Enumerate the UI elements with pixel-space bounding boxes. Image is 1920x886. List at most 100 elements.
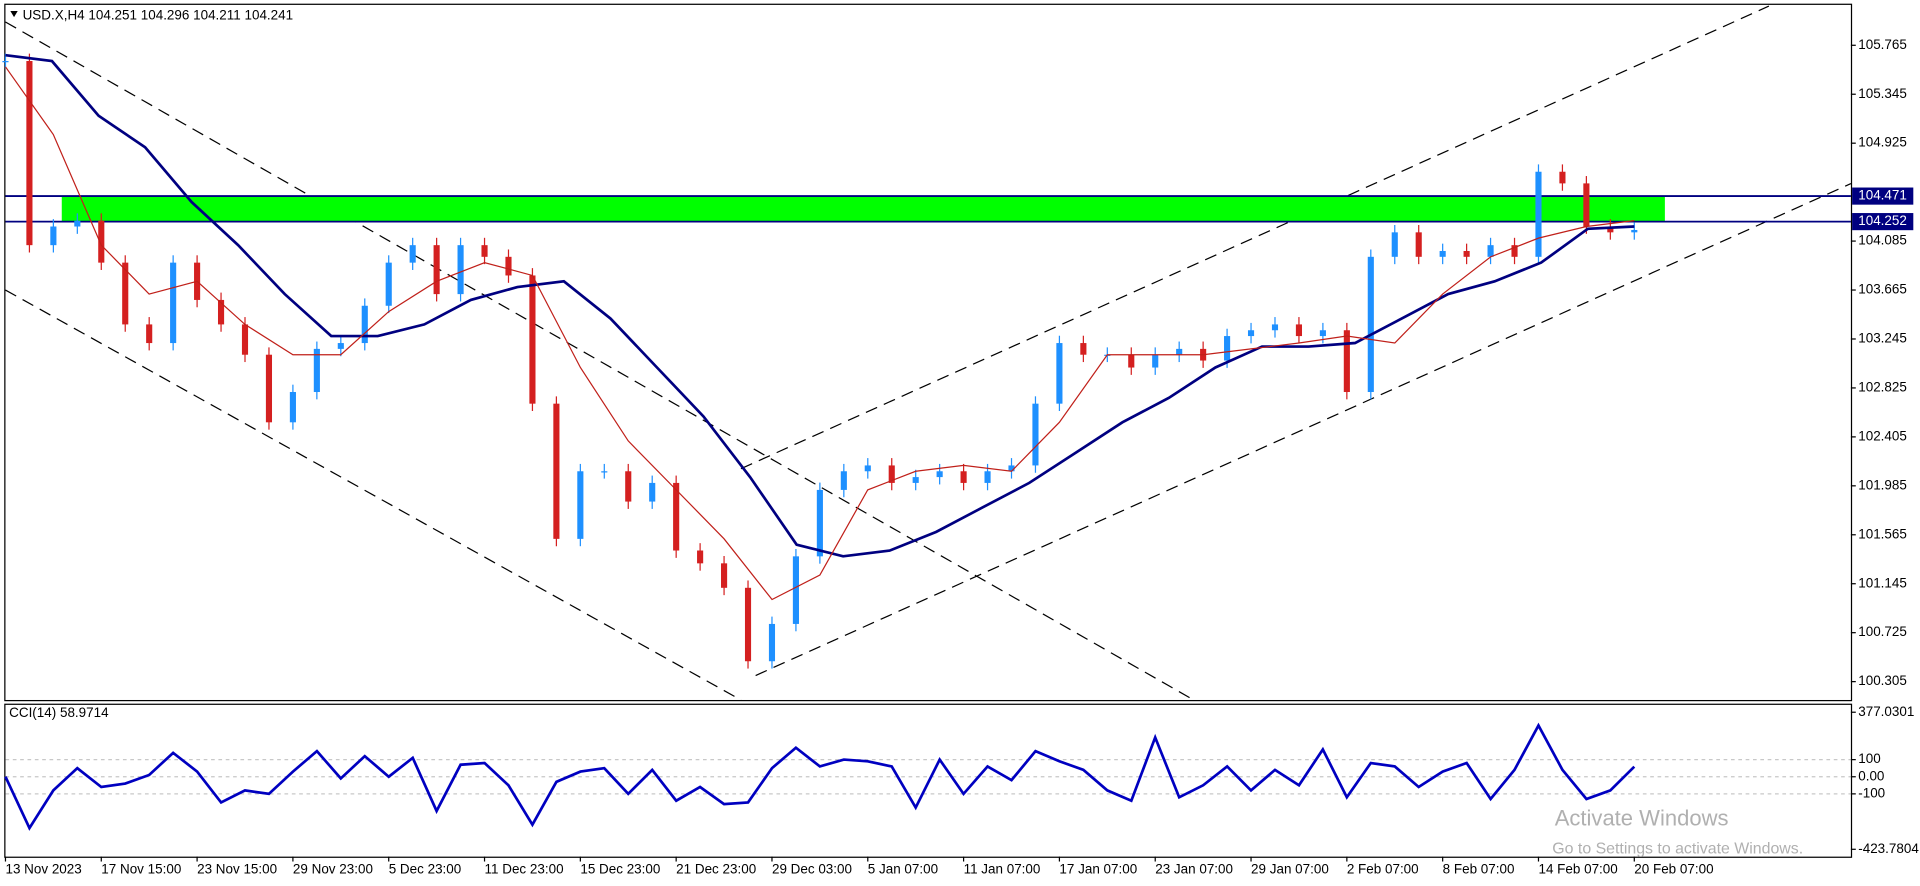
channel-line xyxy=(5,289,742,701)
x-tick-label: 8 Feb 07:00 xyxy=(1443,862,1515,877)
candle xyxy=(1343,330,1350,393)
candle xyxy=(840,471,847,490)
candle xyxy=(577,471,584,539)
candle xyxy=(313,348,320,393)
y-tick-label: 104.085 xyxy=(1858,233,1907,248)
y-tick-label: 103.245 xyxy=(1858,331,1907,346)
cci-title: CCI(14) 58.9714 xyxy=(9,705,109,720)
chart-header: USD.X,H4 104.251 104.296 104.211 104.241 xyxy=(23,7,294,22)
candle xyxy=(936,471,943,478)
channel-line xyxy=(740,5,1770,470)
support-zone xyxy=(61,196,1665,222)
x-tick-label: 29 Dec 03:00 xyxy=(772,862,852,877)
candle xyxy=(1056,343,1063,404)
candle xyxy=(409,245,416,263)
candle xyxy=(721,563,728,588)
x-tick-label: 13 Nov 2023 xyxy=(5,862,81,877)
cci-panel xyxy=(4,703,1853,858)
moving-average xyxy=(4,66,1635,601)
x-tick-label: 23 Nov 15:00 xyxy=(197,862,277,877)
watermark-title: Activate Windows xyxy=(1555,806,1729,831)
candle xyxy=(1176,348,1183,355)
candle xyxy=(1295,324,1303,337)
cci-tick-label: -100 xyxy=(1858,785,1885,800)
candle xyxy=(1319,330,1326,337)
candle xyxy=(217,299,225,325)
candle xyxy=(529,275,536,404)
x-tick-label: 20 Feb 07:00 xyxy=(1634,862,1713,877)
y-tick-label: 100.725 xyxy=(1858,624,1907,639)
y-tick-label: 101.145 xyxy=(1858,575,1907,590)
x-tick-label: 17 Nov 15:00 xyxy=(101,862,181,877)
candle xyxy=(337,343,344,349)
candle xyxy=(1128,354,1135,368)
channel-line xyxy=(755,183,1852,677)
candle xyxy=(888,465,895,483)
candle xyxy=(457,245,464,295)
y-tick-label: 102.405 xyxy=(1858,428,1907,443)
candle xyxy=(625,471,632,502)
candle xyxy=(1487,245,1494,257)
candle xyxy=(50,226,57,246)
candle xyxy=(1367,256,1374,393)
candle xyxy=(241,324,249,355)
candle xyxy=(1535,171,1542,257)
x-tick-label: 23 Jan 07:00 xyxy=(1155,862,1233,877)
candle xyxy=(146,324,153,344)
candle xyxy=(984,471,991,483)
x-tick-label: 11 Jan 07:00 xyxy=(964,862,1041,877)
trend-lines xyxy=(5,5,1852,701)
x-tick-label: 14 Feb 07:00 xyxy=(1538,862,1617,877)
x-tick-label: 29 Jan 07:00 xyxy=(1251,862,1329,877)
y-tick-label: 105.765 xyxy=(1858,37,1907,52)
candle xyxy=(1559,171,1566,184)
candle xyxy=(98,220,105,263)
candle xyxy=(553,403,560,539)
x-tick-label: 5 Dec 23:00 xyxy=(389,862,462,877)
cci-tick-label: -423.7804 xyxy=(1858,841,1919,856)
candle xyxy=(385,262,392,306)
y-tick-label: 102.825 xyxy=(1858,379,1907,394)
candle xyxy=(744,587,752,662)
candle xyxy=(2,61,9,63)
y-tick-label: 105.345 xyxy=(1858,86,1907,101)
cci-line xyxy=(4,722,1636,831)
candle xyxy=(361,305,368,344)
x-tick-label: 21 Dec 23:00 xyxy=(676,862,756,877)
candle xyxy=(1631,230,1638,233)
candle xyxy=(1439,250,1446,257)
candle xyxy=(768,623,776,662)
candle xyxy=(792,556,799,624)
x-tick-label: 15 Dec 23:00 xyxy=(580,862,660,877)
level-label: 104.471 xyxy=(1858,188,1907,203)
candle xyxy=(864,465,871,472)
candle xyxy=(1008,465,1015,472)
y-tick-label: 101.565 xyxy=(1858,526,1907,541)
x-tick-label: 17 Jan 07:00 xyxy=(1059,862,1137,877)
menu-arrow[interactable] xyxy=(10,11,18,18)
candle xyxy=(433,245,440,295)
y-tick-label: 103.665 xyxy=(1858,282,1907,297)
cci-tick-label: 377.0301 xyxy=(1858,704,1914,719)
candle xyxy=(505,256,512,276)
candle xyxy=(1463,250,1470,257)
x-tick-label: 29 Nov 23:00 xyxy=(293,862,373,877)
candle xyxy=(1080,343,1087,355)
candle xyxy=(673,482,680,551)
candle xyxy=(1271,324,1279,331)
level-tag xyxy=(1852,187,1914,205)
candle xyxy=(697,550,704,564)
candle xyxy=(481,245,488,257)
x-tick-label: 2 Feb 07:00 xyxy=(1347,862,1419,877)
x-tick-label: 5 Jan 07:00 xyxy=(868,862,938,877)
candle xyxy=(960,471,967,483)
y-tick-label: 100.305 xyxy=(1858,673,1907,688)
level-label: 104.252 xyxy=(1858,213,1907,228)
candle xyxy=(816,489,823,557)
cci-tick-label: 0.00 xyxy=(1858,768,1884,783)
candle xyxy=(1511,245,1518,257)
x-tick-label: 11 Dec 23:00 xyxy=(485,862,564,877)
candle xyxy=(1152,354,1159,368)
candle xyxy=(265,354,273,423)
